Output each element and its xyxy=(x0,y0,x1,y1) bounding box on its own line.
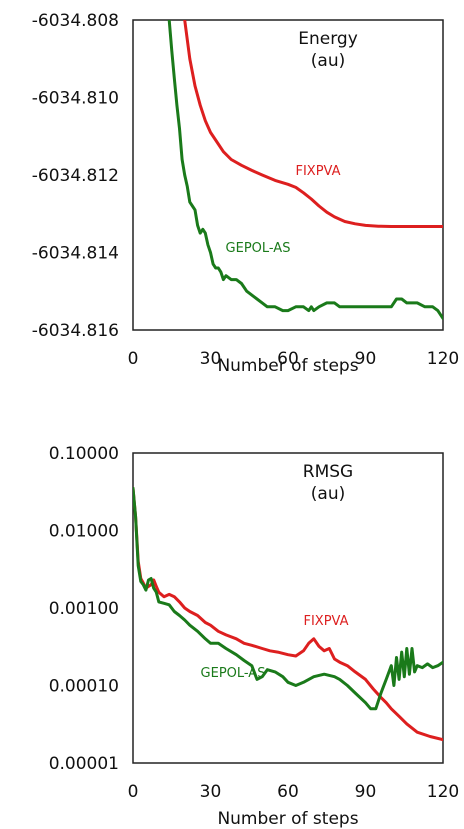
energy-x-tick-label: 90 xyxy=(355,349,377,369)
rmsg-title: RMSG xyxy=(303,462,353,482)
energy-x-tick-label: 30 xyxy=(200,349,222,369)
rmsg-label-fixpva: FIXPVA xyxy=(303,614,348,629)
rmsg-x-tick-label: 60 xyxy=(277,782,299,802)
energy-y-tick-labels: -6034.808 -6034.810 -6034.812 -6034.814 -603… xyxy=(32,11,119,341)
rmsg-chart: 0.10000 0.01000 0.00100 0.00010 0.00001 0 30 6… xyxy=(49,444,460,829)
energy-series-line-fixpva xyxy=(183,20,443,228)
rmsg-y-tick-label: 0.00100 xyxy=(49,599,119,619)
energy-y-tick-label: -6034.814 xyxy=(32,244,119,264)
energy-chart: -6034.808 -6034.810 -6034.812 -6034.814 -603… xyxy=(32,11,459,376)
rmsg-x-tick-label: 120 xyxy=(427,782,459,802)
rmsg-y-tick-label: 0.10000 xyxy=(49,444,119,464)
energy-label-fixpva: FIXPVA xyxy=(295,164,340,179)
energy-x-tick-labels: 0 30 60 90 120 xyxy=(128,349,460,369)
energy-y-tick-label: -6034.808 xyxy=(32,11,119,31)
rmsg-series-lines xyxy=(133,486,443,742)
energy-x-tick-label: 0 xyxy=(128,349,139,369)
energy-series-line-gepol-as xyxy=(167,20,443,320)
energy-title: Energy xyxy=(298,29,358,49)
energy-y-tick-label: -6034.816 xyxy=(32,321,119,341)
rmsg-x-tick-label: 90 xyxy=(355,782,377,802)
rmsg-y-tick-label: 0.00001 xyxy=(49,754,119,774)
energy-subtitle: (au) xyxy=(311,51,345,71)
rmsg-x-tick-label: 0 xyxy=(128,782,139,802)
rmsg-x-axis-title: Number of steps xyxy=(217,809,358,829)
rmsg-x-tick-label: 30 xyxy=(200,782,222,802)
rmsg-series-line-fixpva xyxy=(133,486,443,742)
energy-x-tick-label: 120 xyxy=(427,349,459,369)
rmsg-plot-frame xyxy=(132,452,444,764)
energy-series-lines xyxy=(167,20,443,320)
rmsg-y-tick-labels: 0.10000 0.01000 0.00100 0.00010 0.00001 xyxy=(49,444,119,774)
rmsg-y-tick-label: 0.01000 xyxy=(49,522,119,542)
rmsg-x-tick-labels: 0 30 60 90 120 xyxy=(128,782,460,802)
rmsg-label-gepol-as: GEPOL-AS xyxy=(201,666,266,681)
rmsg-series-line-gepol-as xyxy=(133,486,443,711)
rmsg-y-tick-label: 0.00010 xyxy=(49,677,119,697)
energy-x-axis-title: Number of steps xyxy=(217,356,358,376)
energy-y-tick-label: -6034.812 xyxy=(32,166,119,186)
energy-label-gepol-as: GEPOL-AS xyxy=(226,241,291,256)
energy-x-tick-label: 60 xyxy=(277,349,299,369)
rmsg-subtitle: (au) xyxy=(311,484,345,504)
energy-plot-frame xyxy=(132,19,444,331)
energy-y-tick-label: -6034.810 xyxy=(32,89,119,109)
